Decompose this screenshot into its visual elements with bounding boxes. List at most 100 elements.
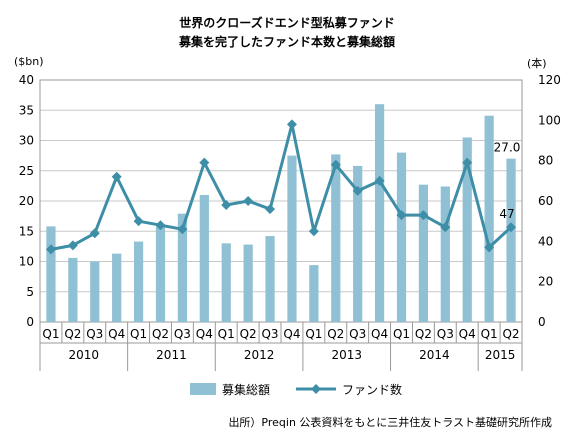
x-tick-label: Q1	[481, 327, 498, 341]
right-axis-unit: (本)	[527, 57, 547, 70]
bar	[221, 243, 231, 322]
line-point	[111, 171, 122, 182]
line-point	[89, 228, 100, 239]
x-tick-label: Q4	[459, 327, 476, 341]
chart-subtitle: 募集を完了したファンド本数と募集総額	[178, 35, 395, 49]
x-tick-label: Q1	[218, 327, 235, 341]
x-tick-label: Q2	[240, 327, 257, 341]
line-point	[221, 200, 232, 211]
line-point	[67, 240, 78, 251]
bar	[133, 241, 144, 322]
line-point	[199, 157, 210, 168]
year-label: 2013	[331, 348, 362, 362]
line-point	[462, 157, 473, 168]
y-left-tick-label: 35	[19, 103, 34, 117]
line-point	[506, 222, 517, 233]
legend-marker-line	[311, 384, 321, 394]
bar-data-label: 27.0	[494, 141, 521, 155]
x-tick-label: Q3	[174, 327, 191, 341]
y-right-tick-label: 0	[538, 315, 546, 329]
x-tick-label: Q3	[261, 327, 278, 341]
x-tick-label: Q2	[502, 327, 519, 341]
year-label: 2015	[485, 348, 516, 362]
legend-swatch-bar	[190, 383, 216, 395]
x-tick-label: Q4	[371, 327, 388, 341]
line-point	[440, 222, 451, 233]
y-left-tick-label: 15	[19, 224, 34, 238]
bar	[440, 186, 450, 322]
x-tick-label: Q3	[86, 327, 103, 341]
bar	[265, 236, 275, 322]
x-tick-label: Q2	[152, 327, 169, 341]
x-tick-label: Q3	[349, 327, 366, 341]
bar	[90, 261, 100, 322]
x-tick-label: Q4	[108, 327, 125, 341]
bar	[396, 152, 407, 322]
legend-label-bar: 募集総額	[222, 382, 270, 397]
x-tick-label: Q1	[305, 327, 322, 341]
y-left-tick-label: 10	[19, 255, 34, 269]
line-point	[133, 216, 144, 227]
x-tick-label: Q2	[415, 327, 432, 341]
source-note: 出所）Preqin 公表資料をもとに三井住友トラスト基礎研究所作成	[228, 416, 552, 429]
y-right-tick-label: 80	[538, 154, 553, 168]
bar	[287, 155, 297, 322]
line-point	[45, 244, 56, 255]
year-label: 2010	[69, 348, 100, 362]
bar	[331, 154, 341, 322]
line-point	[308, 226, 319, 237]
y-right-tick-label: 100	[538, 113, 561, 127]
bar	[353, 165, 363, 322]
y-left-tick-label: 40	[19, 73, 34, 87]
bar	[506, 158, 516, 322]
x-tick-label: Q3	[437, 327, 454, 341]
line-point	[265, 204, 276, 215]
bar	[46, 226, 56, 322]
y-left-tick-label: 5	[26, 285, 34, 299]
year-label: 2011	[156, 348, 187, 362]
line-data-label: 47	[499, 207, 514, 221]
x-tick-label: Q1	[130, 327, 147, 341]
bar	[462, 137, 472, 322]
bar	[374, 104, 385, 322]
year-label: 2012	[244, 348, 275, 362]
year-label: 2014	[419, 348, 450, 362]
line-point	[352, 185, 363, 196]
left-axis-unit: ($bn)	[14, 55, 44, 68]
line-point	[330, 159, 341, 170]
y-left-tick-label: 30	[19, 134, 34, 148]
x-tick-label: Q4	[196, 327, 213, 341]
y-right-tick-label: 20	[538, 275, 553, 289]
legend-label-line: ファンド数	[342, 382, 402, 397]
series-line	[50, 122, 513, 251]
bar	[155, 226, 166, 322]
line-point	[418, 210, 429, 221]
bar	[243, 244, 253, 322]
y-right-tick-label: 120	[538, 73, 561, 87]
y-right-tick-label: 40	[538, 234, 553, 248]
line-point	[243, 196, 254, 206]
line-point	[155, 220, 166, 231]
x-tick-label: Q2	[327, 327, 344, 341]
bar	[177, 213, 188, 322]
bar	[418, 184, 429, 322]
chart-title: 世界のクローズドエンド型私募ファンド	[179, 16, 395, 30]
line-point	[177, 224, 188, 235]
bar	[68, 257, 78, 322]
line-point	[286, 119, 297, 130]
bar	[309, 265, 319, 322]
line-point	[374, 175, 385, 186]
y-left-tick-label: 25	[19, 164, 34, 178]
bar	[112, 253, 122, 322]
x-tick-label: Q1	[42, 327, 59, 341]
bar	[199, 194, 209, 322]
x-tick-label: Q2	[64, 327, 81, 341]
y-right-tick-label: 60	[538, 194, 553, 208]
x-tick-label: Q4	[283, 327, 300, 341]
y-left-tick-label: 20	[19, 194, 34, 208]
x-tick-label: Q1	[393, 327, 410, 341]
line-point	[484, 242, 495, 253]
line-point	[396, 210, 407, 221]
y-left-tick-label: 0	[26, 315, 34, 329]
